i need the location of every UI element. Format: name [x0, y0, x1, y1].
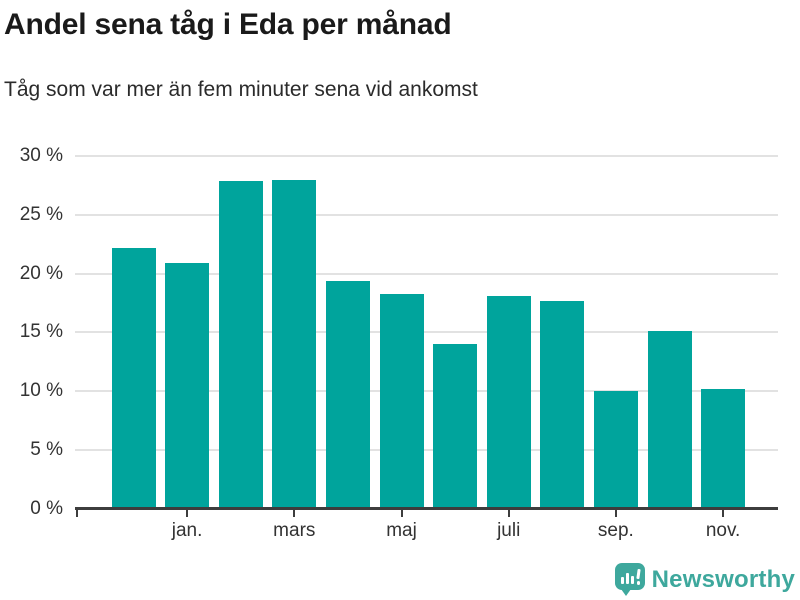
bar-maj [379, 293, 424, 509]
x-axis-start-tick [76, 510, 78, 517]
x-axis-label-nov.: nov. [705, 519, 741, 541]
logo-mini-bar-2 [625, 573, 629, 584]
logo-bubble-tail [620, 589, 631, 596]
x-axis-tick-sep. [614, 510, 617, 517]
logo-mini-bar-1 [620, 577, 624, 584]
newsworthy-logo: Newsworthy [614, 563, 795, 596]
x-axis-label-mars: mars [273, 519, 316, 541]
x-axis-tick-jan. [186, 510, 189, 517]
bar-sep. [593, 391, 638, 509]
chart-title: Andel sena tåg i Eda per månad [4, 8, 452, 41]
y-axis-tick-label: 20 % [19, 262, 63, 284]
bar-juli [486, 295, 531, 509]
bar-nov. [701, 388, 746, 509]
y-axis-tick-label: 15 % [19, 321, 63, 343]
x-axis-label-juli: juli [497, 519, 521, 541]
y-axis-tick-label: 30 % [19, 145, 63, 167]
y-gridline-5 [75, 448, 778, 451]
bar-juni [433, 344, 478, 509]
x-axis-tick-nov. [722, 510, 725, 517]
chart-subtitle: Tåg som var mer än fem minuter sena vid … [4, 78, 478, 101]
x-axis-label-jan.: jan. [171, 519, 203, 541]
newsworthy-speech-bubble-chart-icon [614, 563, 645, 596]
x-axis-label-maj: maj [386, 519, 417, 541]
logo-exclamation-dot [636, 581, 641, 585]
bar-aug. [540, 300, 585, 509]
y-gridline-20 [75, 272, 778, 275]
y-axis-tick-label: 5 % [30, 438, 63, 460]
bar-feb. [218, 180, 263, 509]
logo-bubble-shape [614, 563, 645, 590]
bar-dec. [111, 247, 156, 509]
y-gridline-15 [75, 331, 778, 334]
logo-mini-bar-3 [630, 576, 634, 584]
x-axis-tick-maj [400, 510, 403, 517]
bar-jan. [165, 263, 210, 509]
bar-mars [272, 179, 317, 509]
y-axis-tick-label: 25 % [19, 203, 63, 225]
x-axis-line [75, 507, 778, 510]
bar-okt. [647, 331, 692, 509]
bar-apr. [325, 280, 370, 509]
y-axis-tick-label: 0 % [30, 497, 63, 519]
x-axis-tick-juli [507, 510, 510, 517]
y-gridline-10 [75, 390, 778, 393]
x-axis-tick-mars [293, 510, 296, 517]
brand-name: Newsworthy [651, 565, 795, 593]
x-axis-label-sep.: sep. [597, 519, 634, 541]
y-gridline-30 [75, 155, 778, 158]
y-gridline-25 [75, 213, 778, 216]
y-axis-tick-label: 10 % [19, 380, 63, 402]
